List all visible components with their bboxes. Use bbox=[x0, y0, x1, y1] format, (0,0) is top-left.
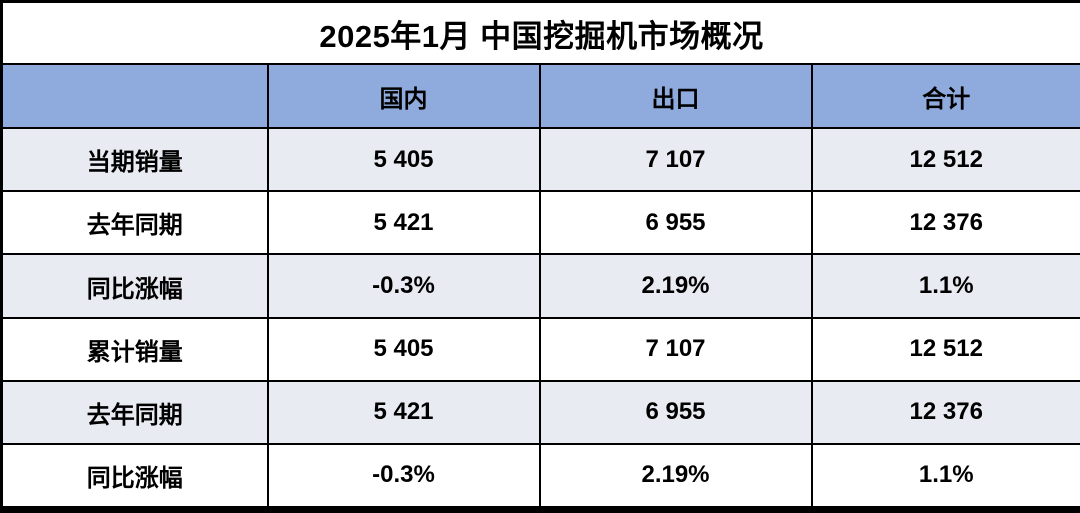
cell-export: 2.19% bbox=[538, 442, 813, 513]
header-cell-domestic: 国内 bbox=[266, 63, 541, 130]
cell-export: 7 107 bbox=[538, 127, 813, 193]
cell-domestic: 5 405 bbox=[266, 127, 541, 193]
row-label: 去年同期 bbox=[0, 379, 269, 445]
title-row: 2025年1月 中国挖掘机市场概况 bbox=[0, 0, 1080, 66]
table-title: 2025年1月 中国挖掘机市场概况 bbox=[0, 0, 1080, 66]
row-label: 同比涨幅 bbox=[0, 442, 269, 513]
cell-domestic: 5 421 bbox=[266, 379, 541, 445]
cell-export: 6 955 bbox=[538, 379, 813, 445]
row-label: 同比涨幅 bbox=[0, 253, 269, 319]
table-row-current-sales: 当期销量 5 405 7 107 12 512 bbox=[0, 127, 1080, 193]
cell-domestic: 5 405 bbox=[266, 316, 541, 382]
table-row-yoy-change: 同比涨幅 -0.3% 2.19% 1.1% bbox=[0, 253, 1080, 319]
header-row: 国内 出口 合计 bbox=[0, 63, 1080, 130]
table-row-last-year-same-period: 去年同期 5 421 6 955 12 376 bbox=[0, 190, 1080, 256]
cell-domestic: -0.3% bbox=[266, 442, 541, 513]
cell-total: 1.1% bbox=[810, 253, 1080, 319]
cell-domestic: -0.3% bbox=[266, 253, 541, 319]
cell-total: 12 512 bbox=[810, 127, 1080, 193]
cell-export: 7 107 bbox=[538, 316, 813, 382]
header-cell-export: 出口 bbox=[538, 63, 813, 130]
row-label: 当期销量 bbox=[0, 127, 269, 193]
cell-total: 1.1% bbox=[810, 442, 1080, 513]
cell-total: 12 376 bbox=[810, 379, 1080, 445]
table-row-last-year-same-period-cumulative: 去年同期 5 421 6 955 12 376 bbox=[0, 379, 1080, 445]
row-label: 累计销量 bbox=[0, 316, 269, 382]
cell-total: 12 512 bbox=[810, 316, 1080, 382]
cell-domestic: 5 421 bbox=[266, 190, 541, 256]
row-label: 去年同期 bbox=[0, 190, 269, 256]
cell-export: 2.19% bbox=[538, 253, 813, 319]
cell-export: 6 955 bbox=[538, 190, 813, 256]
table-row-yoy-change-cumulative: 同比涨幅 -0.3% 2.19% 1.1% bbox=[0, 442, 1080, 513]
header-cell-empty bbox=[0, 63, 269, 130]
header-cell-total: 合计 bbox=[810, 63, 1080, 130]
cell-total: 12 376 bbox=[810, 190, 1080, 256]
table-row-cumulative-sales: 累计销量 5 405 7 107 12 512 bbox=[0, 316, 1080, 382]
